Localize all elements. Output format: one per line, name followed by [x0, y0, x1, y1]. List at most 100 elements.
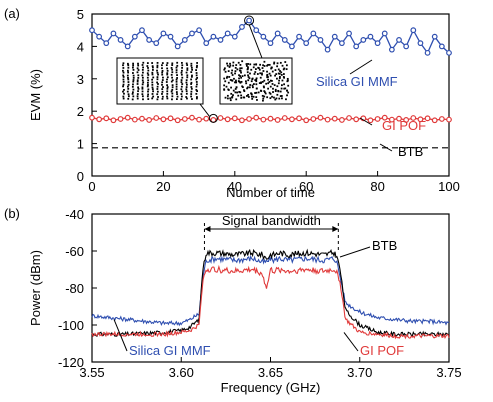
- constellation-symbol: [137, 90, 139, 93]
- constellation-symbol: [246, 87, 248, 90]
- constellation-symbol: [186, 76, 189, 79]
- bandwidth-left-arrowhead: [204, 226, 211, 232]
- constellation-symbol: [262, 70, 265, 72]
- panel-a-series-point: [181, 37, 188, 43]
- panel-a-leader-lines: [199, 15, 393, 152]
- panel-a-series-point: [446, 116, 452, 123]
- panel-b-y-tick-label: -80: [65, 281, 84, 296]
- constellation-symbol: [273, 96, 275, 99]
- constellation-symbol: [166, 92, 169, 95]
- constellation-symbol: [261, 94, 264, 97]
- panel-a-series-point: [160, 30, 167, 37]
- constellation-symbol: [253, 73, 256, 75]
- constellation-symbol: [141, 95, 144, 98]
- constellation-symbol: [269, 85, 272, 88]
- constellation-symbol: [234, 66, 237, 69]
- panel-a-series-point: [317, 114, 324, 121]
- constellation-symbol: [226, 75, 229, 78]
- panel-a-series-point: [124, 114, 131, 121]
- constellation-symbol: [185, 71, 188, 74]
- panel-a-series-point: [346, 115, 352, 121]
- panel-a-series-point: [289, 116, 295, 123]
- constellation-symbol: [245, 80, 247, 83]
- constellation-symbol: [284, 61, 287, 63]
- constellation-symbol: [190, 95, 193, 98]
- panel-a-series-point: [153, 115, 160, 121]
- constellation-symbol: [191, 74, 193, 77]
- constellation-symbol: [122, 85, 124, 88]
- panel-a-y-tick-label: 5: [77, 7, 84, 22]
- constellation-symbol: [240, 76, 243, 79]
- constellation-symbol: [185, 92, 188, 95]
- constellation-symbol: [223, 67, 226, 70]
- constellation-symbol: [122, 74, 125, 77]
- panel-a-series-point: [310, 30, 317, 37]
- constellation-symbol: [251, 84, 254, 87]
- constellation-symbol: [171, 76, 174, 79]
- constellation-symbol: [180, 69, 183, 72]
- constellation-symbol: [180, 81, 183, 84]
- constellation-symbol: [274, 88, 277, 91]
- constellation-symbol: [161, 90, 164, 93]
- constellation-symbol: [259, 76, 262, 79]
- constellation-symbol: [132, 66, 134, 69]
- constellation-symbol: [161, 95, 164, 98]
- constellation-inset-frame: [116, 57, 204, 105]
- constellation-symbol: [273, 84, 276, 87]
- constellation-symbol: [132, 83, 134, 86]
- constellation-symbol: [263, 90, 266, 93]
- panel-b-label: (b): [4, 206, 20, 221]
- constellation-symbol: [136, 80, 139, 83]
- constellation-symbol: [264, 91, 266, 94]
- constellation-symbol: [151, 73, 154, 76]
- panel-a-series-point: [96, 33, 103, 40]
- panel-a-series-point: [310, 116, 317, 122]
- constellation-symbol: [267, 63, 269, 66]
- panel-a-series-point: [246, 116, 252, 122]
- constellation-symbol: [190, 86, 193, 88]
- constellation-symbol: [263, 65, 266, 67]
- panel-a-series-point: [103, 40, 110, 47]
- constellation-symbol: [151, 93, 154, 95]
- constellation-symbol: [255, 96, 258, 99]
- constellation-symbol: [180, 93, 183, 95]
- constellation-symbol: [180, 61, 183, 64]
- constellation-symbol: [247, 67, 249, 70]
- constellation-symbol: [263, 79, 266, 82]
- constellation-symbol: [276, 62, 279, 65]
- panel-a-series-point: [281, 37, 288, 43]
- panel-a-series-point: [281, 115, 288, 121]
- panel-b-series-line: [91, 254, 450, 327]
- panel-b-spectrum-chart: (b) Power (dBm) Frequency (GHz) 3.55 3.60…: [4, 206, 462, 395]
- constellation-symbol: [151, 83, 154, 86]
- panel-a-series-point: [410, 115, 417, 121]
- constellation-symbol: [191, 98, 193, 100]
- panel-a-series-point: [274, 117, 281, 123]
- constellation-symbol: [231, 69, 234, 72]
- constellation-symbol: [185, 62, 188, 65]
- panel-b-leader-lines: [113, 246, 371, 352]
- constellation-symbol: [181, 76, 184, 79]
- panel-a-series-point: [146, 117, 153, 123]
- constellation-symbol: [286, 89, 289, 92]
- constellation-symbol: [223, 68, 226, 71]
- constellation-symbol: [274, 74, 276, 77]
- constellation-symbol: [261, 72, 263, 75]
- constellation-symbol: [267, 82, 270, 85]
- constellation-symbol: [123, 92, 125, 95]
- constellation-symbol: [170, 80, 173, 83]
- panel-a-series-point: [410, 27, 417, 34]
- constellation-symbol: [190, 93, 193, 95]
- constellation-symbol: [279, 61, 282, 64]
- constellation-symbol: [165, 64, 168, 67]
- constellation-symbol: [229, 97, 232, 100]
- constellation-symbol: [239, 75, 242, 77]
- panel-a-y-tick-label: 0: [77, 169, 84, 184]
- constellation-symbol: [271, 70, 274, 73]
- constellation-symbol: [195, 88, 198, 91]
- constellation-symbol: [280, 71, 283, 74]
- panel-a-series-point: [381, 30, 388, 37]
- constellation-symbol: [235, 81, 238, 84]
- constellation-symbol: [156, 78, 159, 81]
- constellation-symbol: [262, 85, 265, 88]
